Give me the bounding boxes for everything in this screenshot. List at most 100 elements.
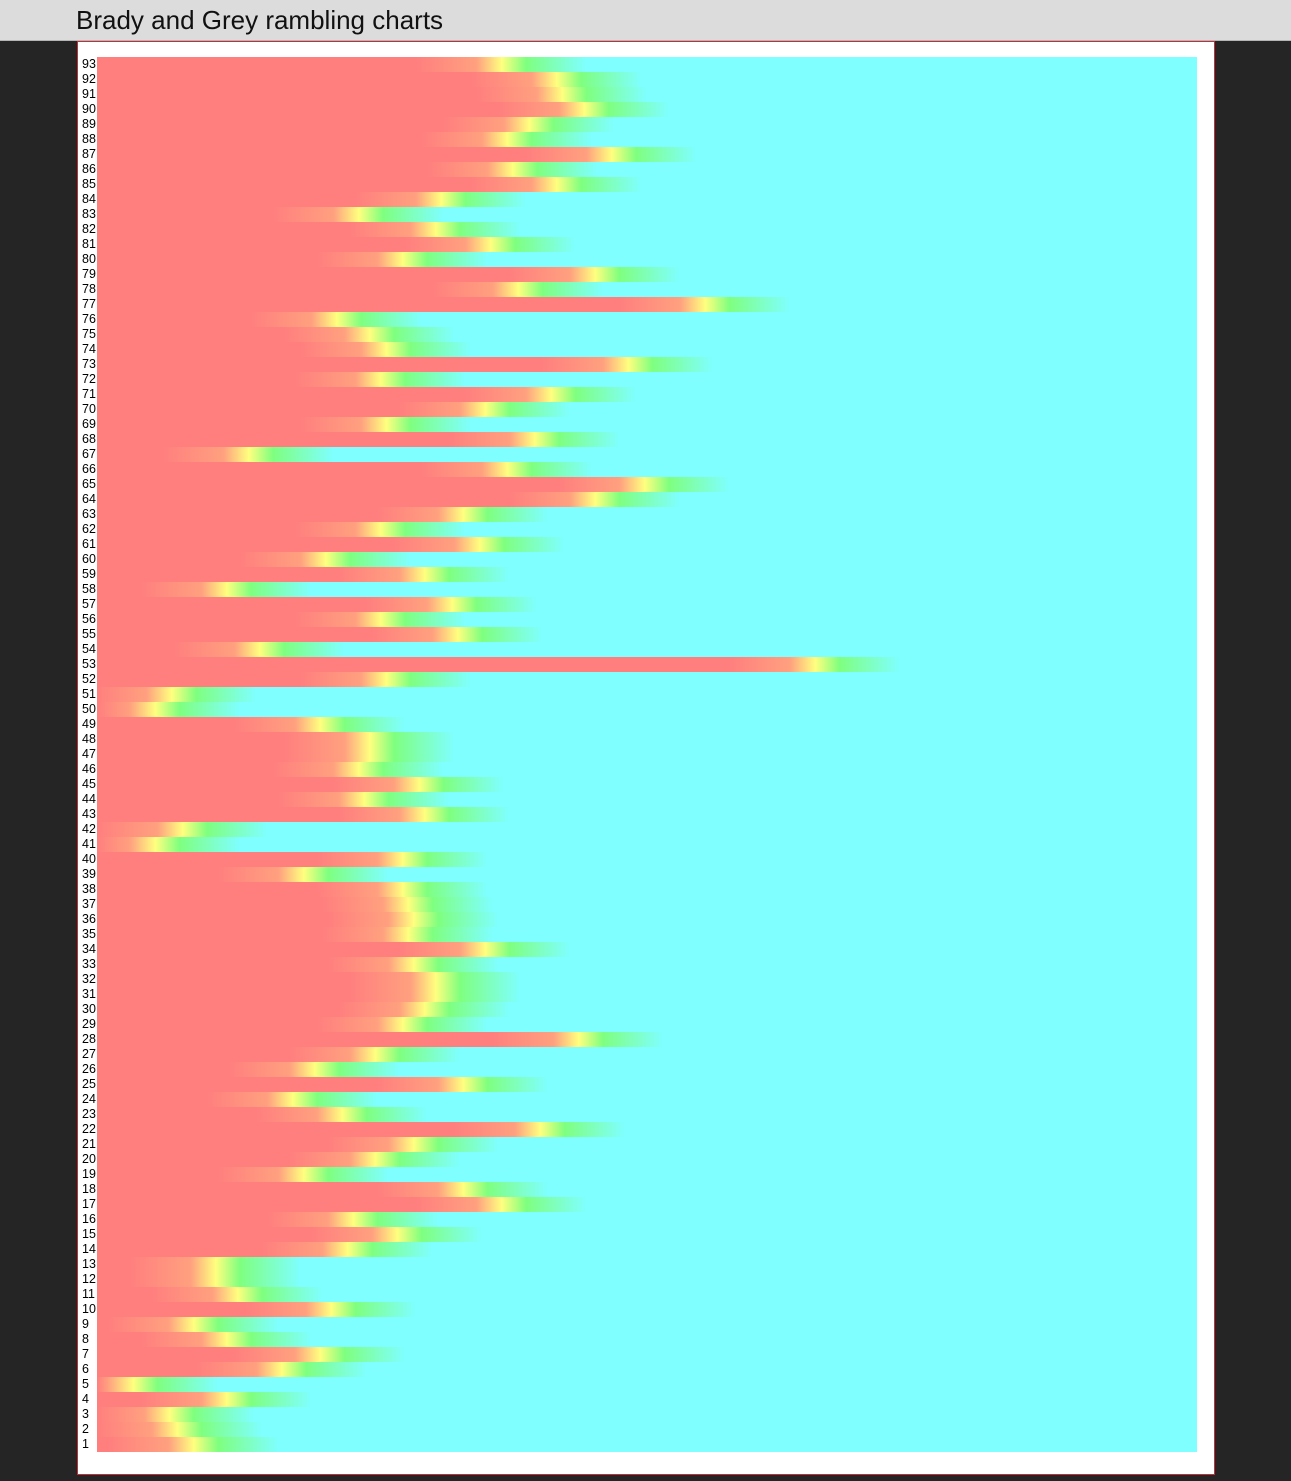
row-label-48: 48 (82, 732, 96, 746)
heatmap-row-89 (97, 117, 1197, 132)
row-label-40: 40 (82, 852, 96, 866)
row-label-17: 17 (82, 1197, 96, 1211)
heatmap-row-66 (97, 462, 1197, 477)
heatmap-row-39 (97, 867, 1197, 882)
row-label-57: 57 (82, 597, 96, 611)
heatmap-row-45 (97, 777, 1197, 792)
row-label-84: 84 (82, 192, 96, 206)
row-label-87: 87 (82, 147, 96, 161)
heatmap-row-54 (97, 642, 1197, 657)
heatmap-row-68 (97, 432, 1197, 447)
heatmap-row-49 (97, 717, 1197, 732)
row-label-10: 10 (82, 1302, 96, 1316)
row-label-61: 61 (82, 537, 96, 551)
heatmap-row-36 (97, 912, 1197, 927)
heatmap-row-84 (97, 192, 1197, 207)
heatmap-row-91 (97, 87, 1197, 102)
row-label-50: 50 (82, 702, 96, 716)
heatmap-row-47 (97, 747, 1197, 762)
row-label-51: 51 (82, 687, 96, 701)
row-label-63: 63 (82, 507, 96, 521)
heatmap-row-19 (97, 1167, 1197, 1182)
row-label-90: 90 (82, 102, 96, 116)
heatmap-row-82 (97, 222, 1197, 237)
heatmap-row-18 (97, 1182, 1197, 1197)
heatmap-row-12 (97, 1272, 1197, 1287)
heatmap-row-67 (97, 447, 1197, 462)
row-label-23: 23 (82, 1107, 96, 1121)
row-label-64: 64 (82, 492, 96, 506)
row-labels: 1234567891011121314151617181920212223242… (82, 57, 96, 1451)
top-bar: Brady and Grey rambling charts (0, 0, 1291, 41)
row-label-32: 32 (82, 972, 96, 986)
heatmap-row-69 (97, 417, 1197, 432)
row-label-18: 18 (82, 1182, 96, 1196)
heatmap-row-40 (97, 852, 1197, 867)
heatmap-row-88 (97, 132, 1197, 147)
row-label-28: 28 (82, 1032, 96, 1046)
heatmap-row-22 (97, 1122, 1197, 1137)
heatmap-row-35 (97, 927, 1197, 942)
heatmap-row-7 (97, 1347, 1197, 1362)
row-label-21: 21 (82, 1137, 96, 1151)
heatmap-row-57 (97, 597, 1197, 612)
heatmap-row-20 (97, 1152, 1197, 1167)
heatmap-row-76 (97, 312, 1197, 327)
heatmap-row-29 (97, 1017, 1197, 1032)
heatmap-row-4 (97, 1392, 1197, 1407)
heatmap-row-86 (97, 162, 1197, 177)
row-label-72: 72 (82, 372, 96, 386)
row-label-33: 33 (82, 957, 96, 971)
heatmap-row-74 (97, 342, 1197, 357)
heatmap-row-43 (97, 807, 1197, 822)
row-label-47: 47 (82, 747, 96, 761)
row-label-6: 6 (82, 1362, 89, 1376)
heatmap-row-24 (97, 1092, 1197, 1107)
heatmap-row-16 (97, 1212, 1197, 1227)
row-label-58: 58 (82, 582, 96, 596)
row-label-19: 19 (82, 1167, 96, 1181)
heatmap-row-42 (97, 822, 1197, 837)
heatmap-row-81 (97, 237, 1197, 252)
row-label-35: 35 (82, 927, 96, 941)
heatmap-chart: 1234567891011121314151617181920212223242… (82, 57, 1197, 1452)
row-label-27: 27 (82, 1047, 96, 1061)
heatmap-row-15 (97, 1227, 1197, 1242)
row-label-38: 38 (82, 882, 96, 896)
heatmap-row-71 (97, 387, 1197, 402)
heatmap-row-46 (97, 762, 1197, 777)
row-label-5: 5 (82, 1377, 89, 1391)
heatmap-row-5 (97, 1377, 1197, 1392)
row-label-88: 88 (82, 132, 96, 146)
row-label-36: 36 (82, 912, 96, 926)
row-label-74: 74 (82, 342, 96, 356)
heatmap-row-33 (97, 957, 1197, 972)
row-label-43: 43 (82, 807, 96, 821)
heatmap-row-6 (97, 1362, 1197, 1377)
heatmap-row-44 (97, 792, 1197, 807)
heatmap-row-13 (97, 1257, 1197, 1272)
row-label-34: 34 (82, 942, 96, 956)
heatmap-row-9 (97, 1317, 1197, 1332)
heatmap-row-79 (97, 267, 1197, 282)
heatmap-row-8 (97, 1332, 1197, 1347)
row-label-8: 8 (82, 1332, 89, 1346)
heatmap-row-37 (97, 897, 1197, 912)
row-label-66: 66 (82, 462, 96, 476)
row-label-91: 91 (82, 87, 96, 101)
heatmap-row-93 (97, 57, 1197, 72)
heatmap-row-59 (97, 567, 1197, 582)
row-label-81: 81 (82, 237, 96, 251)
row-label-42: 42 (82, 822, 96, 836)
row-label-77: 77 (82, 297, 96, 311)
row-label-68: 68 (82, 432, 96, 446)
heatmap-row-32 (97, 972, 1197, 987)
row-label-82: 82 (82, 222, 96, 236)
heatmap-row-58 (97, 582, 1197, 597)
heatmap-row-41 (97, 837, 1197, 852)
heatmap-row-63 (97, 507, 1197, 522)
heatmap-row-78 (97, 282, 1197, 297)
row-label-71: 71 (82, 387, 96, 401)
heatmap-row-72 (97, 372, 1197, 387)
heatmap-row-75 (97, 327, 1197, 342)
